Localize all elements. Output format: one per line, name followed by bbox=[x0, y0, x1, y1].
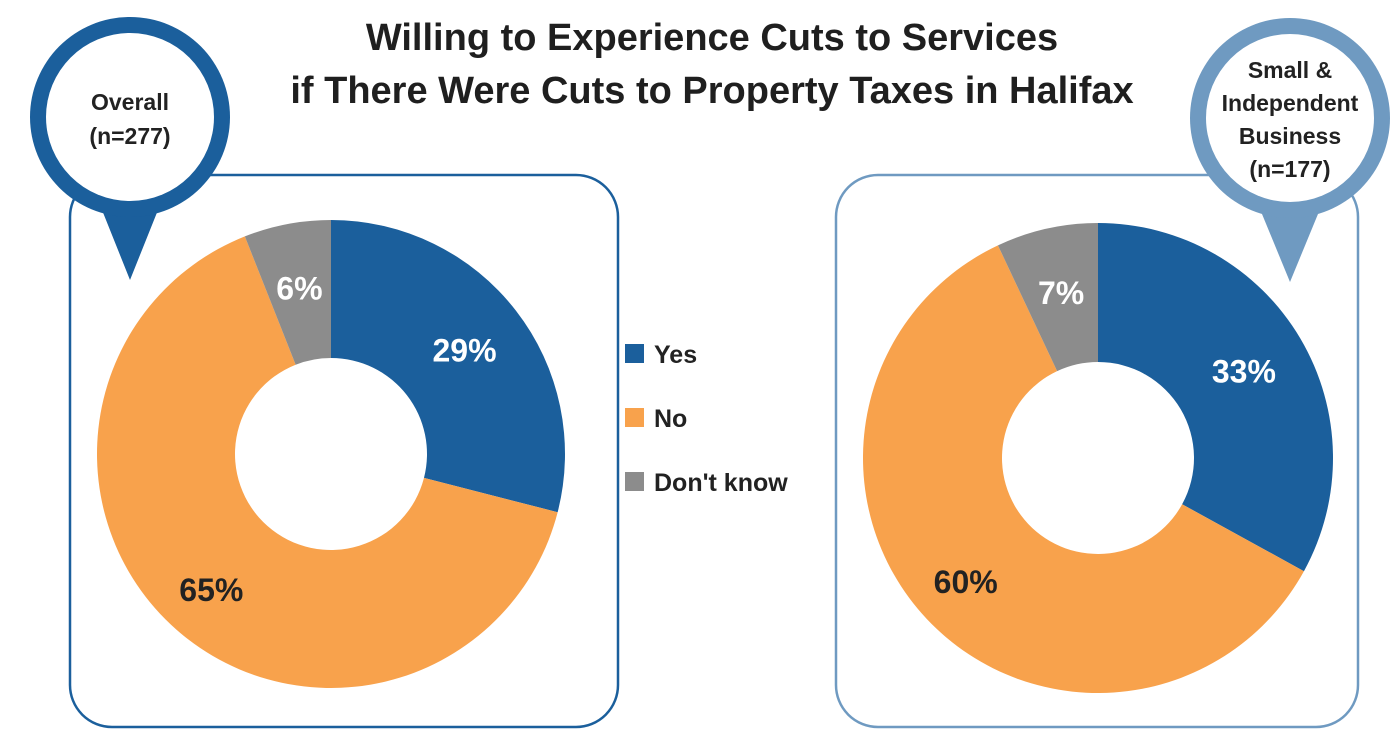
overall-slice-no bbox=[97, 236, 558, 688]
small-business-slice-dont-know bbox=[997, 223, 1098, 372]
small-business-label-yes: 33% bbox=[1212, 354, 1276, 390]
small-business-slice-yes bbox=[1098, 223, 1333, 572]
small-business-label-dont-know: 7% bbox=[1038, 275, 1084, 311]
legend-label-yes: Yes bbox=[654, 341, 697, 369]
overall-pin-label-line-1: Overall bbox=[91, 89, 169, 115]
overall-donut: 29% 65% 6% bbox=[97, 220, 565, 688]
chart-title-line-2: if There Were Cuts to Property Taxes in … bbox=[290, 70, 1133, 112]
chart-title-line-1: Willing to Experience Cuts to Services bbox=[366, 17, 1058, 59]
overall-label-dont-know: 6% bbox=[276, 271, 322, 307]
legend-swatch-dont-know bbox=[625, 472, 644, 491]
overall-pin-face bbox=[46, 33, 214, 201]
overall-slice-yes bbox=[331, 220, 565, 513]
overall-slice-dont-know bbox=[244, 220, 331, 365]
overall-label-yes: 29% bbox=[433, 332, 497, 368]
small-business-pin-label-line-4: (n=177) bbox=[1249, 156, 1330, 182]
small-business-panel-frame bbox=[834, 173, 1360, 729]
small-business-pin-label-line-3: Business bbox=[1239, 123, 1341, 149]
overall-pin-marker: Overall (n=277) bbox=[30, 17, 230, 280]
small-business-donut: 33% 60% 7% bbox=[863, 223, 1333, 693]
small-business-pin-label-line-1: Small & bbox=[1248, 57, 1332, 83]
legend-swatch-no bbox=[625, 408, 644, 427]
small-business-pin-marker: Small & Independent Business (n=177) bbox=[1190, 18, 1390, 282]
small-business-pin-label-line-2: Independent bbox=[1222, 90, 1359, 116]
small-business-label-no: 60% bbox=[934, 564, 998, 600]
legend-swatch-yes bbox=[625, 344, 644, 363]
legend-label-dont-know: Don't know bbox=[654, 469, 788, 497]
overall-pin-label-line-2: (n=277) bbox=[89, 123, 170, 149]
overall-label-no: 65% bbox=[179, 572, 243, 608]
overall-panel-frame bbox=[68, 173, 620, 729]
small-business-pin-face bbox=[1206, 34, 1374, 202]
legend: Yes No Don't know bbox=[625, 341, 788, 497]
legend-label-no: No bbox=[654, 405, 687, 433]
small-business-slice-no bbox=[863, 245, 1304, 693]
